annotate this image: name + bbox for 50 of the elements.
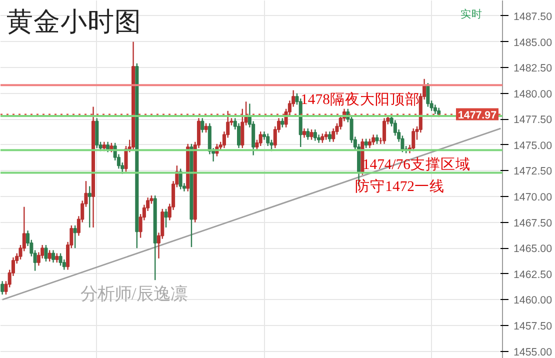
candlestick bbox=[55, 252, 59, 264]
y-tick-label: 1467.50 bbox=[514, 217, 552, 230]
candlestick bbox=[164, 208, 168, 228]
y-tick-label: 1470.00 bbox=[514, 192, 552, 204]
candlestick bbox=[313, 128, 317, 142]
y-tick-label: 1485.00 bbox=[514, 36, 552, 49]
y-tick-label: 1457.50 bbox=[514, 320, 552, 332]
candlestick bbox=[332, 128, 336, 142]
annotation: 分析师/辰逸凛 bbox=[80, 284, 188, 304]
annotation: 防守1472一线 bbox=[355, 178, 444, 195]
y-tick-label: 1482.50 bbox=[514, 62, 552, 75]
y-tick-label: 1455.00 bbox=[514, 346, 552, 358]
candlestick bbox=[433, 104, 437, 115]
candlestick bbox=[88, 186, 92, 228]
candlestick bbox=[364, 138, 368, 149]
annotation: 实时 bbox=[460, 8, 482, 20]
candlestick bbox=[280, 118, 284, 128]
candlestick bbox=[328, 130, 332, 142]
candlestick bbox=[310, 128, 314, 140]
candlestick bbox=[375, 134, 379, 145]
candlestick bbox=[58, 252, 62, 266]
y-tick-label: 1465.00 bbox=[514, 243, 552, 256]
candlestick bbox=[382, 118, 386, 145]
candlestick bbox=[204, 122, 208, 134]
candlestick bbox=[258, 130, 262, 147]
candlestick bbox=[44, 244, 48, 262]
ref-line-label: 1477.97 bbox=[458, 109, 497, 122]
y-tick-label: 1480.00 bbox=[514, 88, 552, 100]
candlestick bbox=[73, 224, 77, 249]
candlestick bbox=[0, 280, 4, 296]
y-tick-label: 1472.50 bbox=[514, 166, 552, 178]
candlestick bbox=[95, 118, 99, 149]
candlestick bbox=[306, 128, 310, 140]
candlestick bbox=[320, 132, 324, 144]
candlestick bbox=[372, 134, 376, 146]
candlestick bbox=[302, 128, 306, 138]
y-tick-label: 1477.50 bbox=[514, 114, 552, 126]
y-tick-label: 1475.00 bbox=[514, 140, 552, 152]
candlestick bbox=[368, 138, 372, 149]
y-tick-label: 1462.50 bbox=[514, 268, 552, 281]
candlestick bbox=[51, 250, 56, 264]
y-tick-label: 1487.50 bbox=[514, 10, 552, 23]
candlestick bbox=[200, 118, 204, 134]
annotation: 1478隔夜大阳顶部 bbox=[300, 90, 420, 108]
candlestick bbox=[48, 250, 52, 262]
candlestick bbox=[412, 128, 416, 152]
y-tick-label: 1460.00 bbox=[514, 294, 552, 307]
chart-title: 黄金小时图 bbox=[6, 6, 142, 36]
candlestick bbox=[426, 82, 430, 108]
candlestick bbox=[266, 132, 270, 147]
